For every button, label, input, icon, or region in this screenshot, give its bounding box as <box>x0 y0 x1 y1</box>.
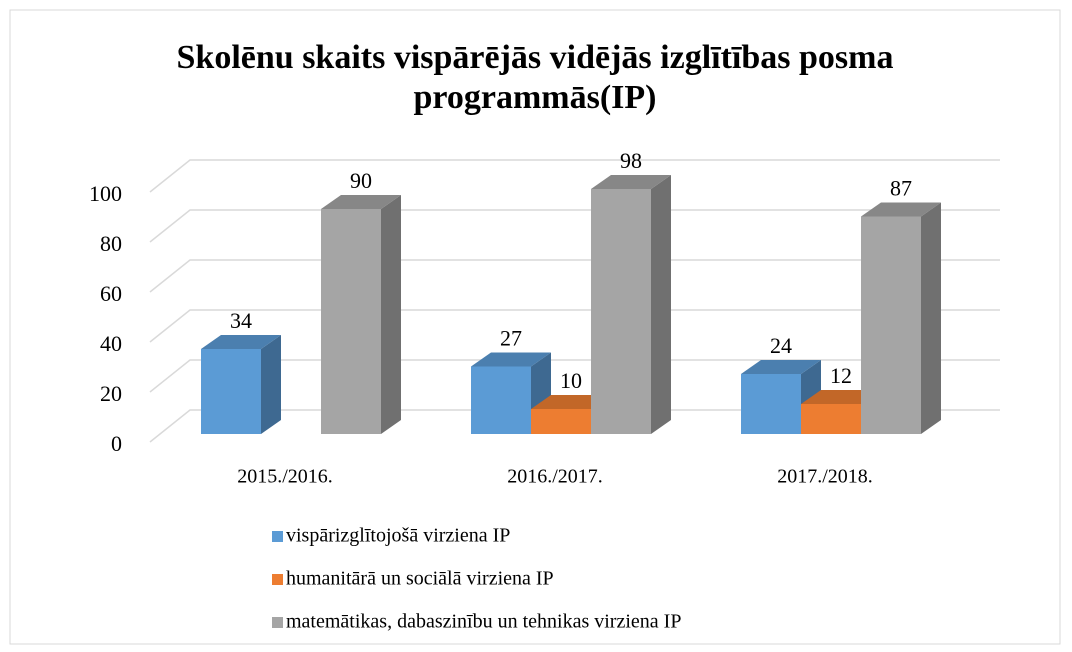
legend-label: vispārizglītojošā virziena IP <box>286 525 510 547</box>
bar-side <box>261 335 281 434</box>
data-label: 87 <box>890 176 912 201</box>
y-tick-label: 80 <box>100 231 122 256</box>
data-label: 90 <box>350 168 372 193</box>
bar-top <box>201 335 281 349</box>
legend-label: matemātikas, dabaszinību un tehnikas vir… <box>286 611 681 633</box>
bar-side <box>381 195 401 434</box>
bar-side <box>651 175 671 434</box>
bar-top <box>591 175 671 189</box>
grid-line <box>149 309 1000 343</box>
data-label: 24 <box>770 333 792 358</box>
x-tick-label: 2017./2018. <box>777 466 873 488</box>
bar <box>531 409 591 434</box>
bar <box>201 349 261 434</box>
bar-top <box>741 360 821 374</box>
bar <box>321 209 381 434</box>
bar <box>471 366 531 434</box>
bar <box>801 404 861 434</box>
y-tick-label: 40 <box>100 331 122 356</box>
legend-swatch <box>272 574 283 585</box>
grid-line <box>149 359 1000 393</box>
grid-line <box>149 209 1000 243</box>
bar-top <box>321 195 401 209</box>
y-tick-label: 100 <box>89 181 122 206</box>
legend-swatch <box>272 617 283 628</box>
data-label: 10 <box>560 368 582 393</box>
data-label: 27 <box>500 326 522 351</box>
chart-title: Skolēnu skaits vispārējās vidējās izglīt… <box>176 39 894 116</box>
bar <box>741 374 801 434</box>
data-label: 34 <box>230 308 252 333</box>
grid-line <box>149 159 1000 193</box>
x-tick-label: 2016./2017. <box>507 466 603 488</box>
x-tick-label: 2015./2016. <box>237 466 333 488</box>
legend-label: humanitārā un sociālā virziena IP <box>286 568 554 590</box>
grid-line <box>149 259 1000 293</box>
bar <box>861 216 921 434</box>
data-label: 98 <box>620 148 642 173</box>
legend-swatch <box>272 531 283 542</box>
grid-line <box>149 409 1000 443</box>
bar <box>591 189 651 434</box>
y-tick-label: 20 <box>100 381 122 406</box>
bar-side <box>921 202 941 434</box>
bar-top <box>471 352 551 367</box>
y-tick-label: 60 <box>100 281 122 306</box>
y-tick-label: 0 <box>111 431 122 456</box>
bar-top <box>861 202 941 217</box>
data-label: 12 <box>830 363 852 388</box>
